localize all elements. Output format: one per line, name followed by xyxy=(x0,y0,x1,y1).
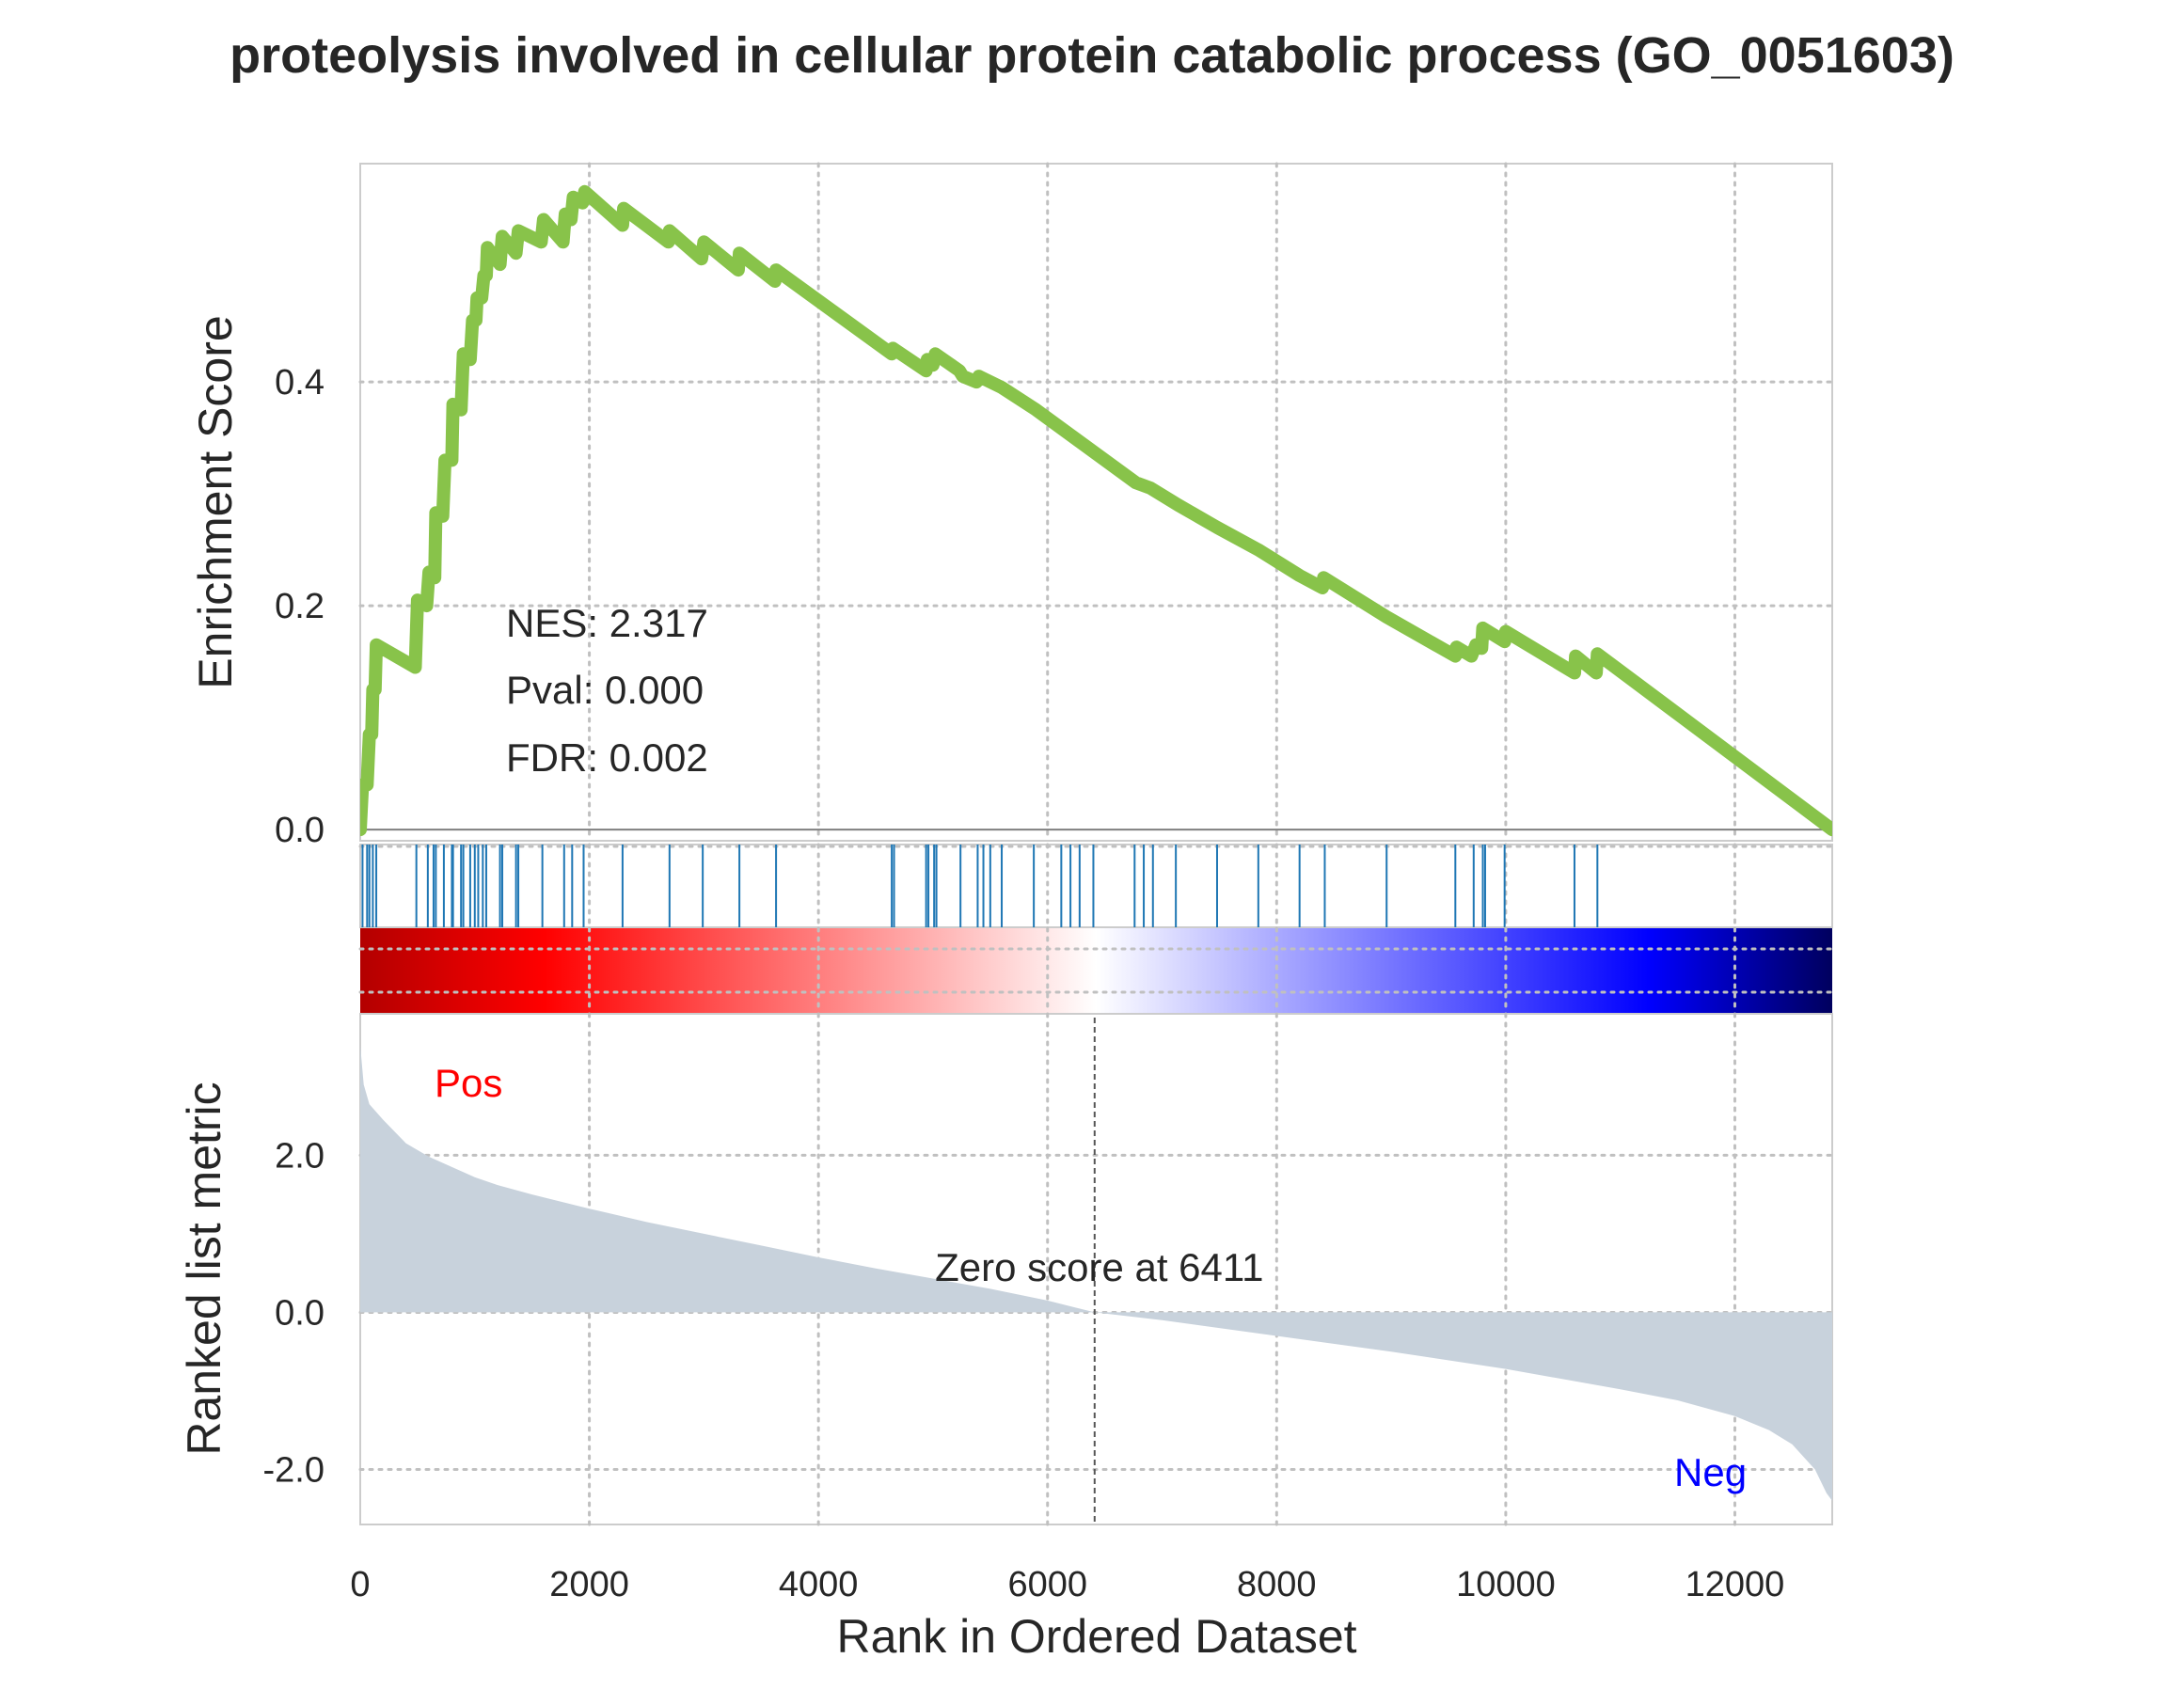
rank-heatmap-bar xyxy=(360,928,1832,1013)
fdr-stat: FDR: 0.002 xyxy=(506,735,708,780)
neg-label: Neg xyxy=(1674,1450,1747,1494)
ranked-y-tick-label: 0.0 xyxy=(275,1293,324,1333)
ranked-y-tick-label: -2.0 xyxy=(263,1451,324,1491)
enrichment-panel: 0.0 0.2 0.4 NES: 2.317 Pval: 0.000 FDR: 0.… xyxy=(189,162,1834,850)
x-tick-label: 6000 xyxy=(1007,1565,1087,1604)
hits-panel xyxy=(358,843,1834,929)
enrichment-y-tick-label: 0.4 xyxy=(275,363,324,403)
enrichment-grid xyxy=(358,162,1834,843)
heatmap-grid xyxy=(358,926,1834,1015)
enrichment-panel-frame xyxy=(359,163,1833,842)
enrichment-score-line xyxy=(360,184,1832,837)
ranked-y-ticks: 2.0 0.0 -2.0 xyxy=(263,1136,324,1490)
x-axis-label: Rank in Ordered Dataset xyxy=(836,1610,1356,1663)
x-tick-label: 12000 xyxy=(1685,1565,1785,1604)
x-tick-label: 10000 xyxy=(1456,1565,1556,1604)
x-axis-ticks: 0 2000 4000 6000 8000 10000 12000 xyxy=(350,1565,1784,1604)
enrichment-y-axis-label: Enrichment Score xyxy=(189,315,242,688)
pos-label: Pos xyxy=(435,1061,502,1105)
x-tick-label: 8000 xyxy=(1237,1565,1317,1604)
pval-stat: Pval: 0.000 xyxy=(506,668,704,712)
nes-stat: NES: 2.317 xyxy=(506,601,708,645)
rank-heatmap-panel xyxy=(358,926,1834,1015)
ranked-y-tick-label: 2.0 xyxy=(275,1136,324,1176)
x-tick-label: 2000 xyxy=(549,1565,629,1604)
zero-score-label: Zero score at 6411 xyxy=(935,1245,1263,1289)
enrichment-y-tick-label: 0.0 xyxy=(275,811,324,850)
x-tick-label: 0 xyxy=(350,1565,370,1604)
ranked-metric-area xyxy=(360,1045,1832,1501)
hits-panel-frame xyxy=(359,844,1833,928)
enrichment-y-tick-label: 0.2 xyxy=(275,587,324,626)
ranked-panel: Zero score at 6411 Pos Neg 2.0 0.0 -2.0 Ra… xyxy=(178,1012,1834,1526)
ranked-y-axis-label: Ranked list metric xyxy=(178,1082,230,1455)
hits-grid xyxy=(358,843,1834,929)
x-tick-label: 4000 xyxy=(779,1565,859,1604)
chart-title: proteolysis involved in cellular protein… xyxy=(229,27,1955,84)
gene-set-hits xyxy=(361,845,1599,927)
enrichment-y-ticks: 0.0 0.2 0.4 xyxy=(275,363,324,850)
